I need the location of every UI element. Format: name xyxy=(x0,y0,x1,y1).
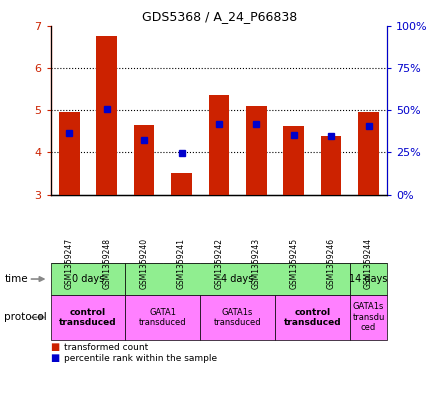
Bar xyxy=(209,95,229,195)
Bar xyxy=(96,36,117,195)
Text: 14 days: 14 days xyxy=(349,274,388,284)
Text: GSM1359241: GSM1359241 xyxy=(177,238,186,289)
Text: GSM1359246: GSM1359246 xyxy=(326,238,336,289)
Text: GSM1359245: GSM1359245 xyxy=(289,238,298,289)
Bar xyxy=(246,106,267,195)
Bar xyxy=(283,126,304,195)
Text: GDS5368 / A_24_P66838: GDS5368 / A_24_P66838 xyxy=(143,10,297,23)
Text: control
transduced: control transduced xyxy=(59,308,117,327)
Bar xyxy=(59,112,80,195)
Text: 4 days: 4 days xyxy=(221,274,254,284)
Bar xyxy=(321,136,341,195)
Text: GSM1359240: GSM1359240 xyxy=(139,238,149,289)
Text: GSM1359243: GSM1359243 xyxy=(252,238,261,289)
Text: GATA1
transduced: GATA1 transduced xyxy=(139,308,187,327)
Text: GATA1s
transdu
ced: GATA1s transdu ced xyxy=(352,303,385,332)
Text: GSM1359248: GSM1359248 xyxy=(102,238,111,289)
Text: 0 days: 0 days xyxy=(72,274,104,284)
Bar xyxy=(358,112,379,195)
Text: ■: ■ xyxy=(51,353,60,364)
Bar xyxy=(171,173,192,195)
Text: control
transduced: control transduced xyxy=(284,308,341,327)
Text: protocol: protocol xyxy=(4,312,47,322)
Text: GSM1359244: GSM1359244 xyxy=(364,238,373,289)
Text: ■: ■ xyxy=(51,342,60,353)
Text: transformed count: transformed count xyxy=(64,343,148,352)
Text: time: time xyxy=(4,274,28,284)
Text: GATA1s
transduced: GATA1s transduced xyxy=(214,308,261,327)
Text: GSM1359247: GSM1359247 xyxy=(65,238,74,289)
Text: GSM1359242: GSM1359242 xyxy=(214,238,224,289)
Text: percentile rank within the sample: percentile rank within the sample xyxy=(64,354,217,363)
Bar xyxy=(134,125,154,195)
